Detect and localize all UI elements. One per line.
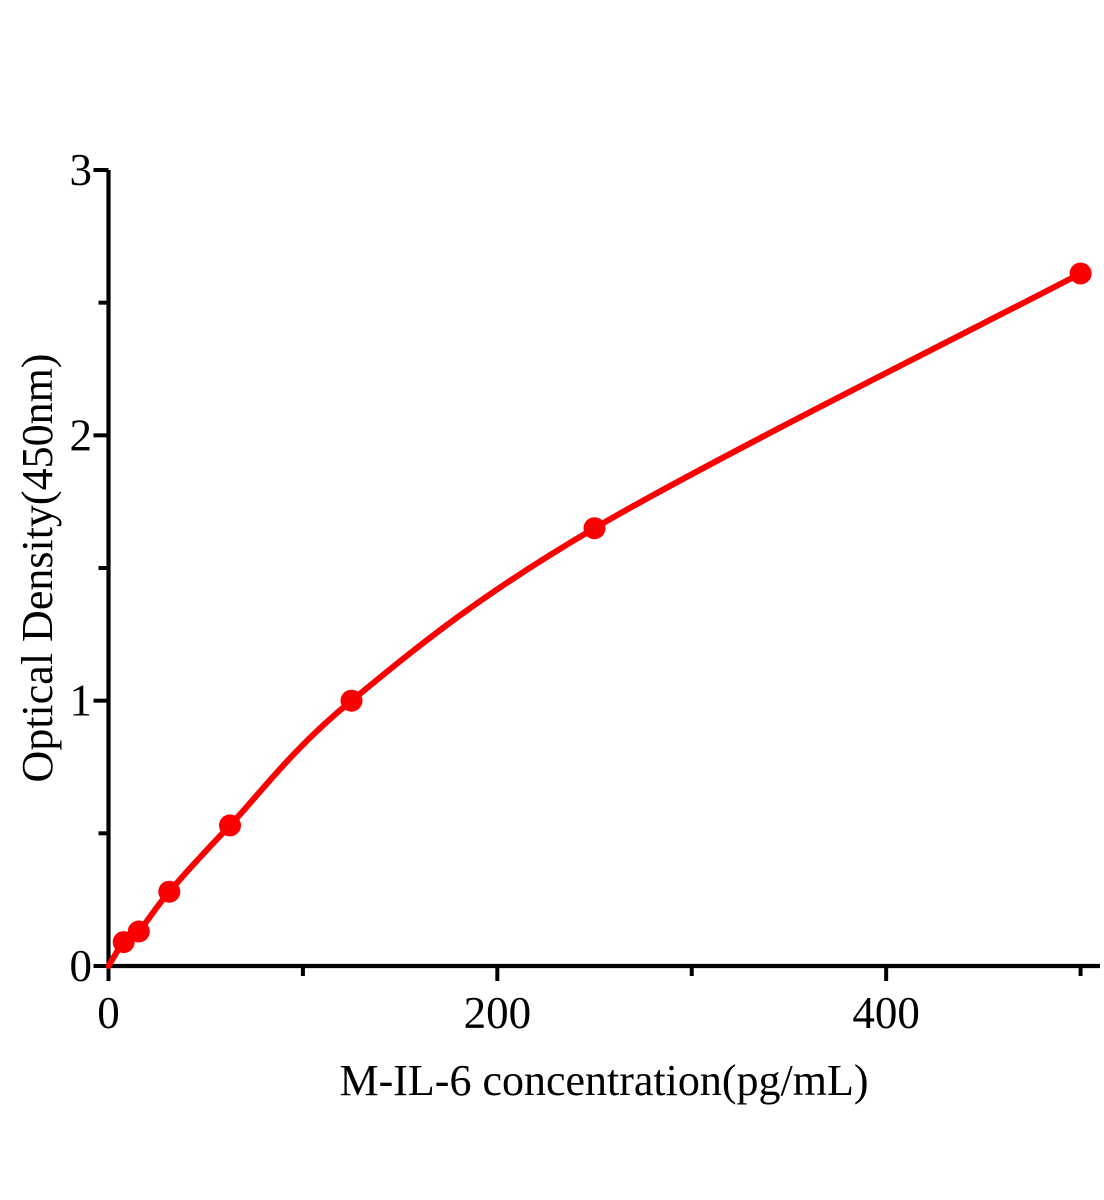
x-axis-title: M-IL-6 concentration(pg/mL) — [339, 1056, 868, 1105]
y-tick-label: 3 — [70, 145, 93, 195]
y-axis-title: Optical Density(450nm) — [13, 354, 62, 783]
standard-curve-line — [105, 270, 1084, 969]
axes-layer — [93, 168, 1100, 981]
y-tick-label: 1 — [70, 676, 93, 726]
x-tick-label: 200 — [464, 988, 532, 1038]
data-point-marker — [158, 880, 181, 903]
data-point-marker — [583, 517, 606, 540]
data-point-marker — [219, 814, 241, 837]
y-tick-label: 2 — [70, 410, 93, 460]
data-point-marker — [1069, 262, 1092, 285]
data-point-marker — [340, 689, 363, 712]
y-tick-label: 0 — [70, 941, 93, 991]
x-tick-label: 400 — [852, 988, 920, 1038]
data-point-marker — [127, 920, 150, 943]
series-layer — [105, 262, 1092, 969]
x-tick-label: 0 — [97, 988, 120, 1038]
axis-spines — [106, 170, 1100, 969]
tick-label-layer: 0 200 400 0 1 2 3 — [70, 145, 920, 1038]
